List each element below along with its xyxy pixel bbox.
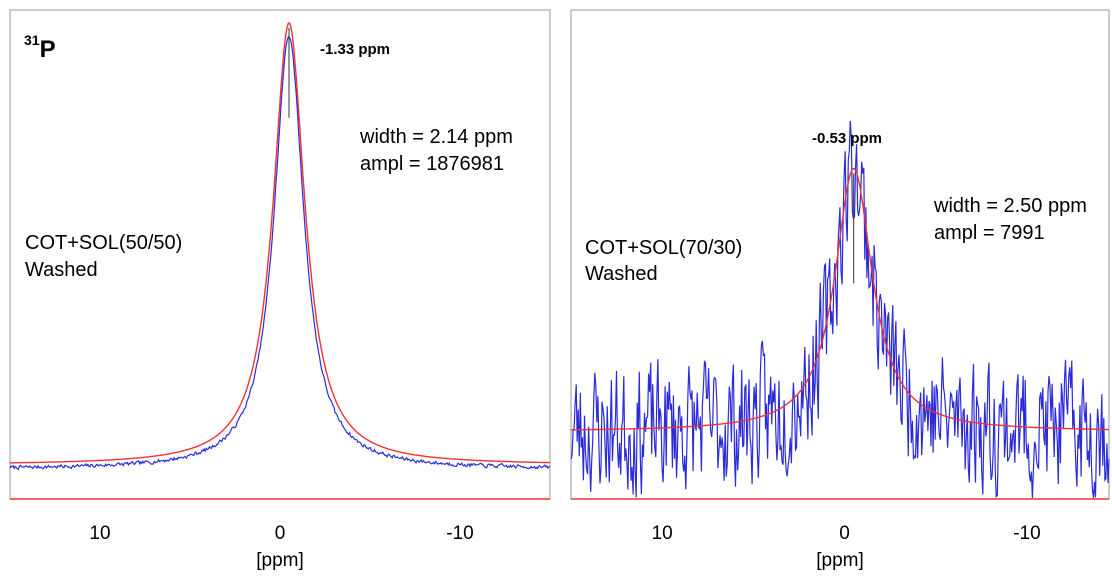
sample-label: COT+SOL(50/50)	[25, 232, 182, 254]
x-tick-label: 0	[839, 523, 850, 544]
x-tick-label: -10	[1013, 523, 1040, 544]
x-tick-label: 10	[89, 523, 110, 544]
panel-right: 10 0 -10 -0.53 ppm width = 2.50 ppm ampl =…	[570, 9, 1110, 571]
x-tick-label: 10	[652, 523, 673, 544]
nucleus-symbol: P	[40, 36, 56, 63]
x-axis-label: [ppm]	[256, 550, 304, 571]
nucleus-label: 31P	[24, 32, 56, 63]
sample-label: COT+SOL(70/30)	[585, 237, 742, 259]
fit-curve	[570, 167, 1110, 431]
x-tick-group: 10 0 -10	[652, 523, 1041, 544]
peak-label: -0.53 ppm	[812, 130, 882, 147]
sample-treatment: Washed	[25, 259, 98, 281]
fit-ampl-text: ampl = 7991	[934, 222, 1045, 244]
spectrum-curves	[9, 22, 551, 471]
x-tick-group: 10 0 -10	[89, 523, 473, 544]
sample-treatment: Washed	[585, 263, 658, 285]
x-tick-label: -10	[446, 523, 473, 544]
experimental-curve	[9, 35, 551, 471]
spectrum-curves	[570, 120, 1110, 499]
x-axis-label: [ppm]	[816, 550, 864, 571]
fit-width-text: width = 2.14 ppm	[359, 126, 513, 148]
fit-width-text: width = 2.50 ppm	[933, 195, 1087, 217]
experimental-curve	[570, 120, 1110, 499]
x-tick-label: 0	[275, 523, 286, 544]
nucleus-mass: 31	[24, 32, 40, 48]
plot-frame	[9, 9, 551, 500]
panel-left: 10 0 -10 31P -1.33 ppm width = 2.14 ppm am…	[9, 9, 551, 571]
fit-curve	[10, 22, 550, 464]
fit-ampl-text: ampl = 1876981	[360, 153, 504, 175]
peak-label: -1.33 ppm	[320, 41, 390, 58]
